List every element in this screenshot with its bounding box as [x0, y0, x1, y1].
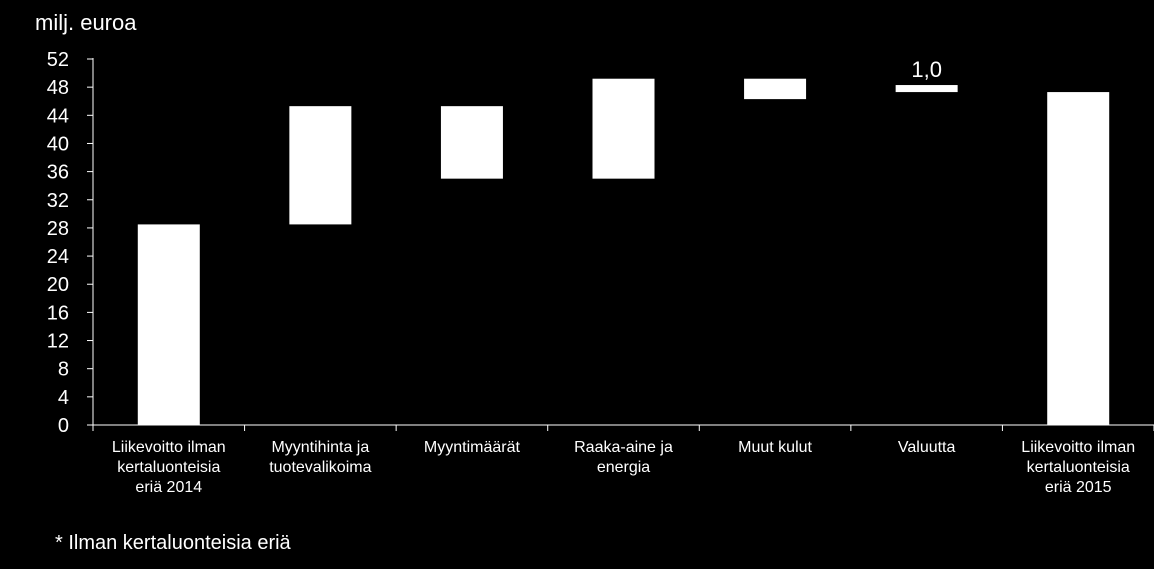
- y-tick-label: 40: [47, 133, 69, 155]
- x-category-label-line: kertaluonteisia: [117, 459, 220, 476]
- x-category-label-line: Raaka-aine ja: [574, 439, 673, 456]
- bar: [744, 78, 807, 100]
- bar: [289, 106, 352, 225]
- x-category-label-line: Liikevoitto ilman: [1021, 439, 1135, 456]
- y-tick-label: 44: [47, 105, 69, 127]
- x-category-label-line: tuotevalikoima: [269, 459, 371, 476]
- y-tick-label: 12: [47, 331, 69, 353]
- bar: [137, 224, 200, 425]
- bar: [1047, 92, 1110, 425]
- bar: [895, 85, 958, 93]
- x-category-label-line: Liikevoitto ilman: [112, 439, 226, 456]
- x-category-label: Raaka-aine ja energia: [574, 439, 673, 476]
- x-category-label: Muut kulut: [738, 439, 812, 456]
- y-tick-label: 36: [47, 162, 69, 184]
- y-axis-unit-label: milj. euroa: [35, 10, 137, 35]
- x-category-label: Myyntimäärät: [424, 439, 521, 456]
- x-category-label-line: Myyntihinta ja: [271, 439, 369, 456]
- x-category-label: Liikevoitto ilman kertaluonteisia eriä 201…: [112, 439, 226, 496]
- data-label: 1,0: [911, 57, 942, 82]
- x-category-label-line: Valuutta: [898, 439, 956, 456]
- x-category-label: Myyntihinta ja tuotevalikoima: [269, 439, 371, 476]
- x-category-label-line: energia: [597, 459, 650, 476]
- y-tick-label: 8: [58, 359, 69, 381]
- bar: [440, 106, 503, 179]
- y-tick-label: 0: [58, 415, 69, 437]
- y-tick-label: 16: [47, 302, 69, 324]
- footnote: * Ilman kertaluonteisia eriä: [55, 532, 291, 554]
- y-tick-label: 52: [47, 49, 69, 71]
- bar: [592, 78, 655, 179]
- y-tick-label: 28: [47, 218, 69, 240]
- x-category-label-line: eriä 2014: [135, 479, 202, 496]
- x-category-label: Liikevoitto ilman kertaluonteisia eriä 201…: [1021, 439, 1135, 496]
- x-category-label-line: Myyntimäärät: [424, 439, 521, 456]
- x-category-label: Valuutta: [898, 439, 956, 456]
- x-category-label-line: kertaluonteisia: [1027, 459, 1130, 476]
- y-tick-label: 32: [47, 190, 69, 212]
- y-tick-label: 48: [47, 77, 69, 99]
- y-tick-label: 20: [47, 274, 69, 296]
- y-tick-label: 24: [47, 246, 69, 268]
- x-category-label-line: Muut kulut: [738, 439, 812, 456]
- x-category-label-line: eriä 2015: [1045, 479, 1112, 496]
- y-tick-label: 4: [58, 387, 69, 409]
